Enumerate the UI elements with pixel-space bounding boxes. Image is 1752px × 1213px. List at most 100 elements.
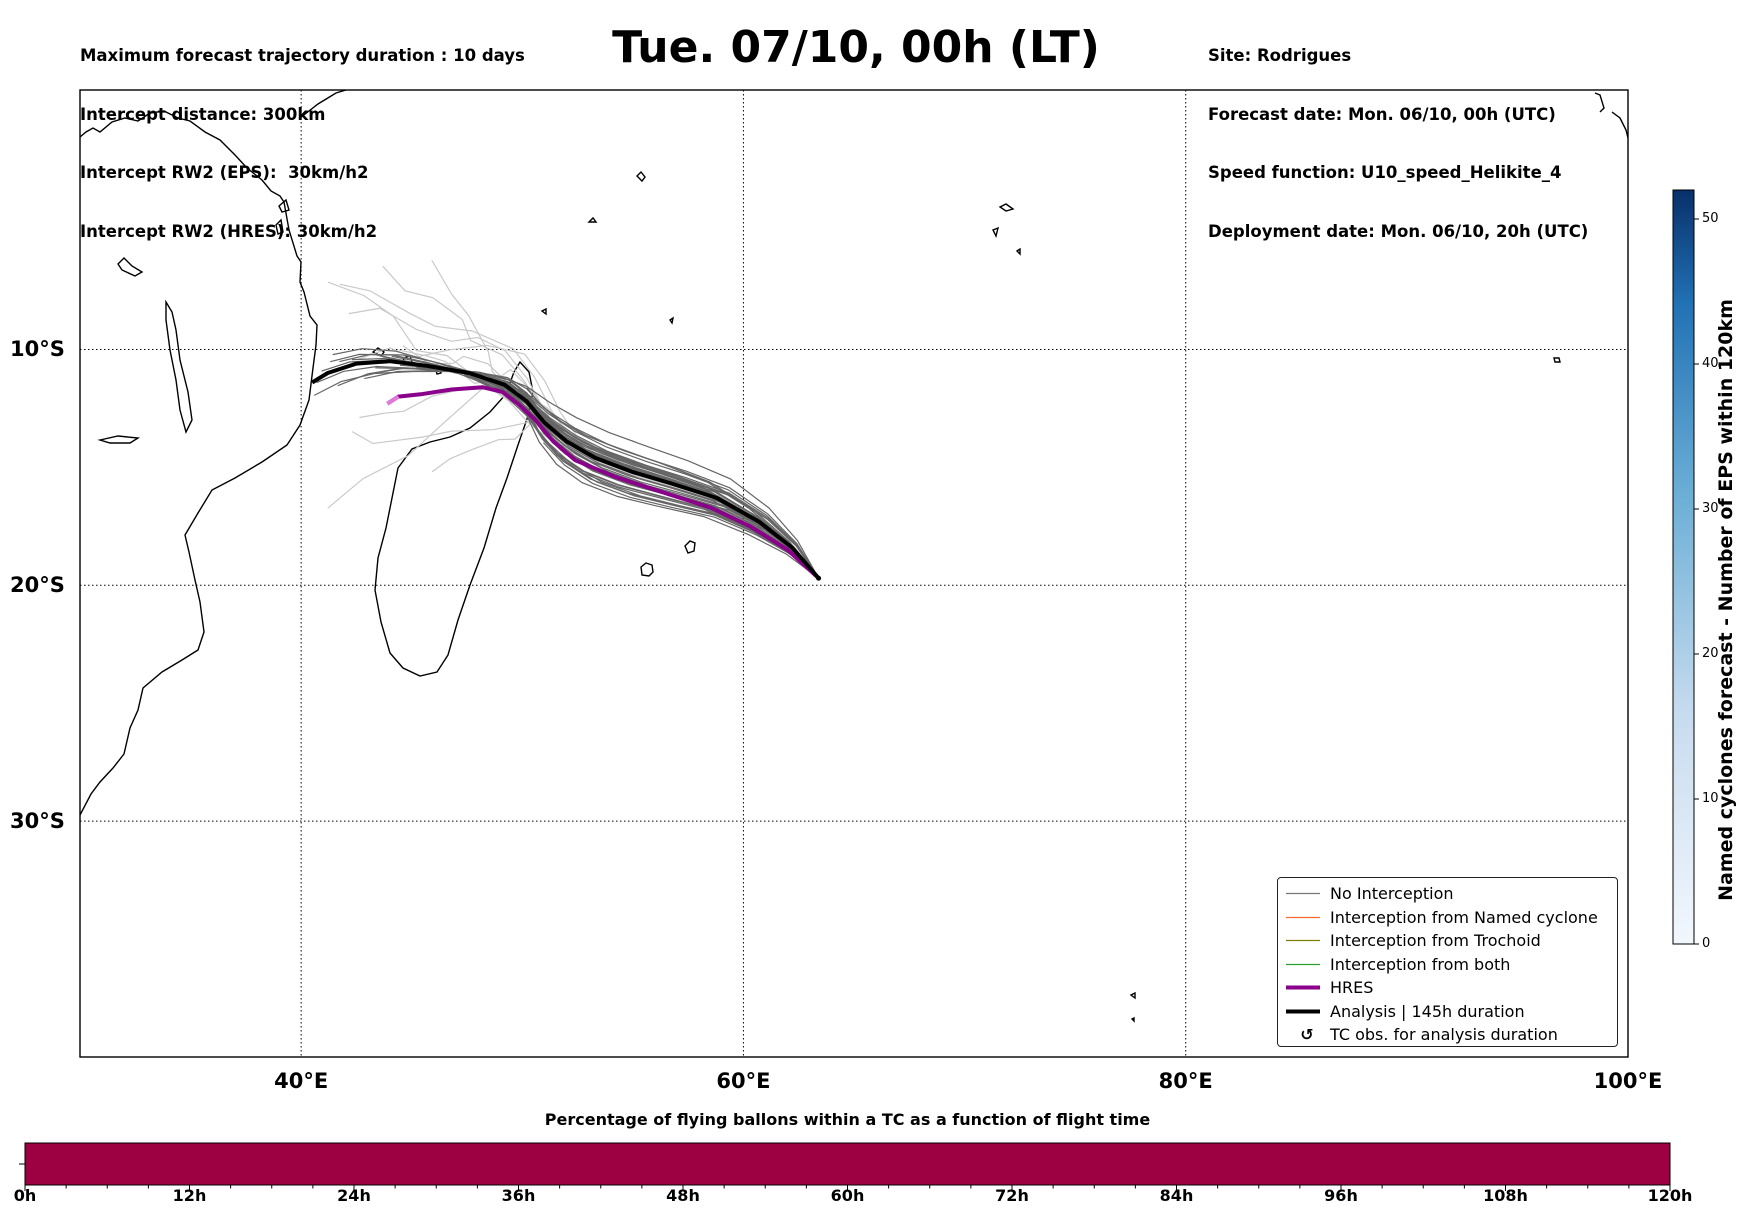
legend-label: TC obs. for analysis duration bbox=[1330, 1025, 1558, 1044]
coast-pemba bbox=[278, 198, 290, 213]
legend-item: ↺ TC obs. for analysis duration bbox=[1278, 1023, 1617, 1046]
trajectory-no-interception bbox=[542, 442, 819, 579]
colorbar-right bbox=[1672, 189, 1699, 945]
lon-label: 60°E bbox=[716, 1069, 771, 1093]
legend-label: Interception from Trochoid bbox=[1330, 931, 1541, 950]
lat-label: 10°S bbox=[10, 337, 65, 362]
coast-africa bbox=[80, 110, 318, 816]
legend-label: Analysis | 145h duration bbox=[1330, 1001, 1525, 1021]
colorbar-right-tick-label: 40 bbox=[1702, 356, 1719, 371]
legend-marker-icon: ↺ bbox=[1300, 1025, 1313, 1044]
colorbar-right-tick-label: 10 bbox=[1702, 791, 1719, 806]
launch-site-marker bbox=[816, 575, 822, 581]
colorbar-bottom-ticks bbox=[24, 1185, 1671, 1191]
map-area bbox=[80, 90, 1628, 1057]
legend-label: Interception from both bbox=[1330, 954, 1511, 974]
trajectory-light bbox=[359, 388, 820, 579]
trajectory-analysis bbox=[311, 359, 821, 580]
lon-label: 40°E bbox=[274, 1069, 329, 1093]
map-frame bbox=[79, 89, 1629, 1058]
legend-line-swatch bbox=[1286, 892, 1320, 895]
header-intercept-rw2-hres: Intercept RW2 (HRES): 30km/h2 bbox=[80, 221, 378, 241]
legend-item: Analysis | 145h duration bbox=[1278, 1000, 1617, 1023]
coast-mauritius bbox=[684, 540, 696, 554]
colorbar-bottom-tick-label: 48h bbox=[666, 1186, 700, 1205]
trajectory-no-interception bbox=[351, 357, 820, 579]
header-max-duration: Maximum forecast trajectory duration : 1… bbox=[80, 46, 525, 65]
colorbar-bottom-tick-label: 60h bbox=[830, 1186, 865, 1205]
trajectory-no-interception bbox=[313, 370, 820, 579]
coast-reunion bbox=[640, 562, 654, 577]
header-site: Site: Rodrigues bbox=[1208, 46, 1352, 65]
legend-line-swatch bbox=[1286, 916, 1320, 918]
header-left-info: Maximum forecast trajectory duration : 1… bbox=[80, 7, 525, 261]
coast-zanzibar bbox=[275, 218, 284, 235]
svg-text:↺: ↺ bbox=[1300, 1025, 1313, 1044]
legend-item: Interception from Trochoid bbox=[1278, 929, 1617, 952]
legend-line-swatch bbox=[1286, 963, 1320, 965]
colorbar-bottom-tick-label: 108h bbox=[1483, 1186, 1528, 1205]
coast-islands-n bbox=[540, 203, 1021, 325]
graticule bbox=[80, 90, 1628, 1057]
colorbar-bottom-tick-label: 72h bbox=[995, 1186, 1029, 1205]
coast-rodrigues bbox=[1553, 357, 1561, 363]
colorbar-right-tick-label: 30 bbox=[1702, 501, 1719, 516]
colorbar-bottom-tick-label: 120h bbox=[1647, 1186, 1693, 1205]
colorbar-bottom-tick-label: 84h bbox=[1159, 1186, 1194, 1205]
legend-item: Interception from both bbox=[1278, 953, 1617, 976]
legend-label: Interception from Named cyclone bbox=[1330, 907, 1598, 927]
trajectory-no-interception bbox=[332, 348, 819, 579]
colorbar-right-title: Named cyclones forecast - Number of EPS … bbox=[1715, 299, 1737, 901]
trajectory-no-interception bbox=[416, 366, 820, 579]
legend-line-swatch bbox=[1286, 985, 1320, 990]
colorbar-right-ticks bbox=[1694, 218, 1699, 945]
trajectory-no-interception bbox=[337, 367, 820, 579]
coastlines bbox=[80, 90, 1628, 1023]
trajectories bbox=[311, 260, 822, 581]
legend-item: Interception from Named cyclone bbox=[1278, 906, 1617, 929]
coast-far-east bbox=[1594, 92, 1628, 139]
coast-africa-lakes bbox=[97, 257, 193, 444]
header-forecast-date: Forecast date: Mon. 06/10, 00h (UTC) bbox=[1208, 104, 1556, 124]
trajectory-light bbox=[357, 344, 820, 579]
trajectory-no-interception bbox=[374, 354, 820, 579]
trajectory-no-interception bbox=[371, 367, 820, 579]
legend-item: HRES bbox=[1278, 976, 1617, 999]
colorbar-right-gradient bbox=[1672, 189, 1695, 945]
colorbar-bottom-fill bbox=[24, 1142, 1671, 1186]
trajectory-no-interception bbox=[504, 381, 820, 579]
map-legend: No Interception Interception from Named c… bbox=[1277, 877, 1618, 1047]
header-intercept-distance: Intercept distance: 300km bbox=[80, 104, 326, 124]
lat-label: 30°S bbox=[10, 809, 65, 834]
colorbar-bottom-tick-label: 12h bbox=[172, 1186, 207, 1205]
header-intercept-rw2-eps: Intercept RW2 (EPS): 30km/h2 bbox=[80, 163, 369, 182]
trajectory-no-interception bbox=[509, 392, 819, 579]
coast-horn bbox=[299, 90, 347, 119]
colorbar-bottom bbox=[19, 1142, 1671, 1191]
coast-south-islands bbox=[1129, 991, 1136, 1023]
colorbar-right-tick-label: 0 bbox=[1702, 936, 1711, 951]
colorbar-bottom-tick-label: 0h bbox=[13, 1186, 37, 1205]
legend-line-swatch bbox=[1286, 939, 1320, 942]
header-right-info: Site: Rodrigues Forecast date: Mon. 06/1… bbox=[1208, 7, 1588, 261]
legend-label: HRES bbox=[1330, 978, 1374, 997]
header-deployment-date: Deployment date: Mon. 06/10, 20h (UTC) bbox=[1208, 221, 1589, 241]
map-title: Tue. 07/10, 00h (LT) bbox=[612, 22, 1100, 73]
coast-madagascar bbox=[374, 360, 534, 677]
legend-item: No Interception bbox=[1278, 882, 1617, 905]
trajectory-no-interception bbox=[339, 353, 819, 579]
trajectory-hres-tail bbox=[386, 394, 400, 406]
legend-line-swatch bbox=[1286, 1009, 1320, 1013]
lon-label: 80°E bbox=[1158, 1069, 1213, 1093]
lat-label: 20°S bbox=[10, 573, 65, 598]
colorbar-right-tick-label: 20 bbox=[1702, 646, 1719, 661]
colorbar-bottom-tick-label: 24h bbox=[337, 1186, 371, 1205]
trajectory-light bbox=[431, 420, 820, 579]
trajectory-hres bbox=[386, 385, 820, 580]
colorbar-bottom-tick-label: 36h bbox=[501, 1186, 536, 1205]
legend-label: No Interception bbox=[1330, 884, 1454, 903]
lon-label: 100°E bbox=[1593, 1069, 1663, 1093]
colorbar-bottom-tick-label: 96h bbox=[1324, 1186, 1358, 1205]
trajectory-light bbox=[327, 368, 820, 579]
